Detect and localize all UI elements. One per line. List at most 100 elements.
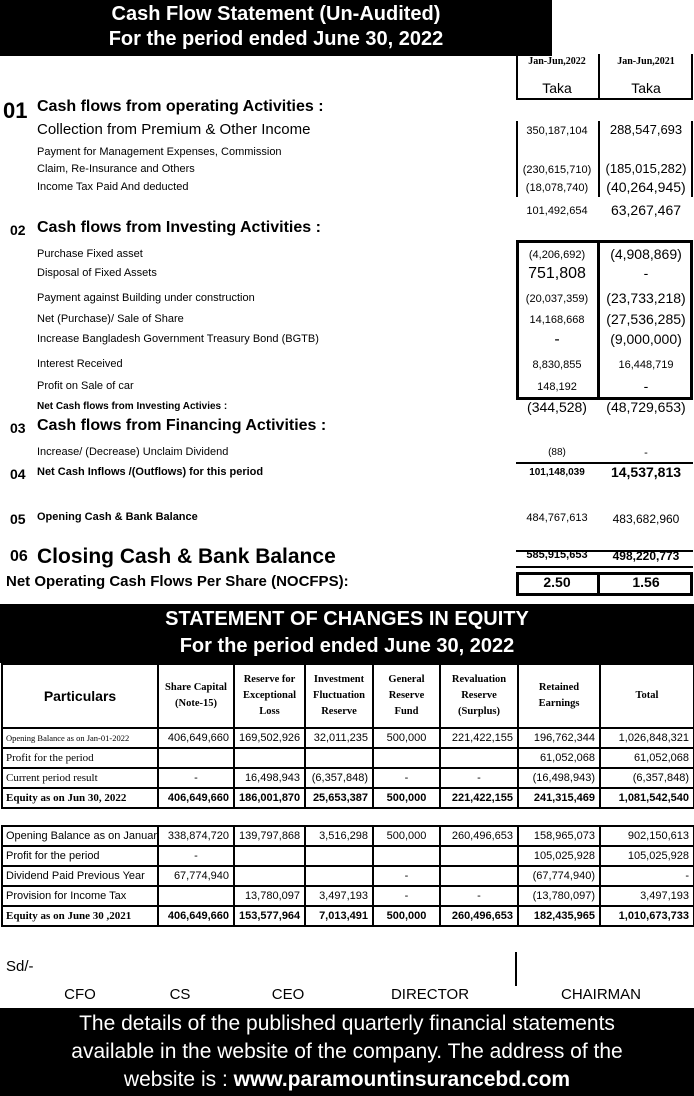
cell: 7,013,491 [304, 905, 374, 927]
row-value: - [554, 331, 560, 348]
row-label: Opening Balance as on Jan-01-2022 [1, 727, 159, 749]
cell: 105,025,928 [517, 845, 601, 867]
cell: 500,000 [372, 905, 441, 927]
cell: 61,052,068 [517, 747, 601, 769]
row-value: 483,682,960 [612, 512, 680, 526]
row-number: 06 [10, 548, 28, 565]
cell [304, 865, 374, 887]
table-row: Equity as on Jun 30, 2022 406,649,660 186,… [1, 787, 694, 809]
cell: (13,780,097) [517, 885, 601, 907]
cell: (6,357,848) [304, 767, 374, 789]
row-value: (4,206,692) [528, 249, 586, 261]
cell: 260,496,653 [439, 905, 519, 927]
footer-line: The details of the published quarterly f… [79, 1012, 615, 1035]
cell: 241,315,469 [517, 787, 601, 809]
cell [439, 747, 519, 769]
footer: The details of the published quarterly f… [0, 1008, 694, 1096]
table-row: Opening Balance as on January 01, 202133… [1, 825, 694, 847]
cell [158, 807, 234, 827]
cell: - [372, 885, 441, 907]
header-subtitle: For the period ended June 30, 2022 [108, 28, 444, 50]
row-label: Dividend Paid Previous Year [1, 865, 159, 887]
cell: 221,422,155 [439, 727, 519, 749]
row-number: 05 [10, 511, 26, 527]
rule [516, 462, 693, 464]
row-label: Profit for the period [1, 845, 159, 867]
row-value: 484,767,613 [526, 512, 588, 524]
row-value: 148,192 [537, 381, 577, 393]
row-label: Claim, Re-Insurance and Others [37, 163, 195, 175]
cell: (16,498,943) [517, 767, 601, 789]
cell: 3,497,193 [304, 885, 374, 907]
header-row: Particulars Share Capital (Note-15) Reserv… [1, 663, 694, 729]
cell: - [157, 767, 235, 789]
cell: 3,516,298 [304, 825, 374, 847]
cell: 67,774,940 [157, 865, 235, 887]
rule [597, 240, 600, 400]
cell: 32,011,235 [304, 727, 374, 749]
row-value: (4,908,869) [610, 246, 682, 262]
cell [157, 885, 235, 907]
row-value: (23,733,218) [606, 290, 686, 306]
equity-subtitle: For the period ended June 30, 2022 [179, 635, 515, 657]
cell [373, 807, 440, 827]
rule [598, 121, 600, 197]
row-label: Opening Balance as on January 01, 2021 [1, 825, 159, 847]
column-unit: Taka [631, 80, 661, 96]
cell: 1,081,542,540 [599, 787, 694, 809]
row-value: (88) [548, 447, 566, 458]
table-row: Profit for the period - 105,025,928 105,025… [1, 845, 694, 867]
row-value: 585,915,653 [526, 549, 588, 561]
column-header: Retained Earnings [517, 663, 601, 729]
row-value: (344,528) [527, 399, 587, 415]
column-period: Jan-Jun,2021 [617, 56, 675, 67]
cell: 153,577,964 [233, 905, 306, 927]
cell: 196,762,344 [517, 727, 601, 749]
table-row: Current period result -16,498,943 (6,357,8… [1, 767, 694, 789]
footer-url: www.paramountinsurancebd.com [233, 1068, 571, 1091]
rule [516, 54, 693, 100]
row-value: 16,448,719 [618, 359, 674, 371]
row-value: (48,729,653) [606, 399, 686, 415]
cell: 139,797,868 [233, 825, 306, 847]
equity-title: STATEMENT OF CHANGES IN EQUITY [165, 608, 529, 630]
rule [516, 121, 693, 197]
row-value: 1.56 [632, 574, 660, 590]
cell: 406,649,660 [157, 787, 235, 809]
signature: CEO [271, 986, 305, 1003]
header: Cash Flow Statement (Un-Audited) For the… [0, 0, 552, 56]
row-value: 751,808 [528, 265, 586, 282]
cell: 1,026,848,321 [599, 727, 694, 749]
cell [2, 807, 158, 827]
rule [516, 572, 693, 596]
cell [372, 845, 441, 867]
column-header: Reserve for Exceptional Loss [233, 663, 306, 729]
cell [305, 807, 373, 827]
row-label: Profit on Sale of car [37, 380, 134, 392]
spacer-row [2, 807, 694, 827]
row-label: Current period result [1, 767, 159, 789]
row-value: 8,830,855 [532, 359, 582, 371]
row-value: 63,267,467 [610, 202, 682, 218]
cell: 169,502,926 [233, 727, 306, 749]
cell: 186,001,870 [233, 787, 306, 809]
cell: 16,498,943 [233, 767, 306, 789]
cell: 13,780,097 [233, 885, 306, 907]
row-label: Interest Received [37, 358, 123, 370]
column-unit: Taka [542, 80, 572, 96]
row-number: 04 [10, 466, 26, 482]
rule [597, 572, 600, 596]
column-header: Particulars [1, 663, 159, 729]
signature: DIRECTOR [390, 986, 470, 1003]
table-row: Opening Balance as on Jan-01-2022 406,649… [1, 727, 694, 749]
cell [439, 865, 519, 887]
row-value: (9,000,000) [610, 331, 682, 347]
cell: 406,649,660 [157, 727, 235, 749]
row-label: Net Cash flows from Investing Activies : [37, 401, 228, 412]
cell: 500,000 [372, 787, 441, 809]
divider [515, 952, 517, 986]
cell: 25,653,387 [304, 787, 374, 809]
row-value: 14,168,668 [529, 314, 585, 326]
row-value: 350,187,104 [526, 125, 588, 137]
